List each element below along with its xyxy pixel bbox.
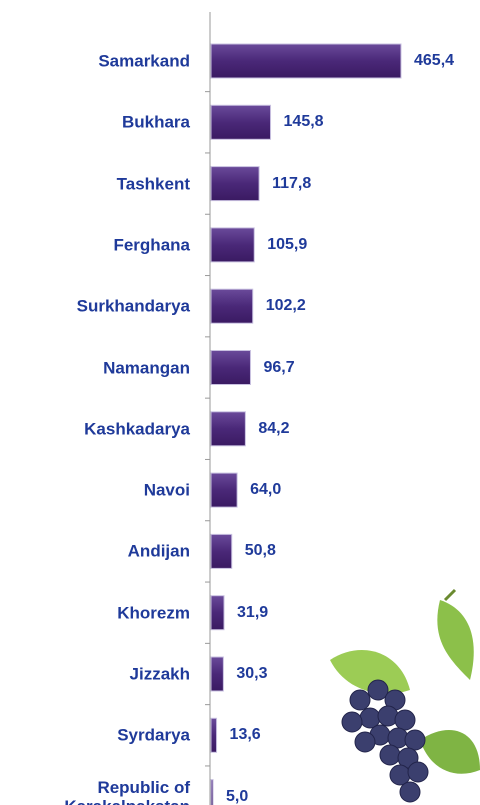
category-label: Syrdarya (117, 725, 190, 745)
value-label: 5,0 (226, 787, 249, 805)
bar (210, 656, 224, 692)
bar (210, 779, 214, 805)
bar (210, 717, 218, 753)
bar (210, 288, 254, 324)
grape (407, 761, 429, 783)
grape (354, 731, 376, 753)
bar (210, 472, 238, 508)
category-label: Andijan (127, 541, 190, 561)
category-label: Khorezm (117, 603, 190, 623)
bar (210, 104, 272, 140)
category-label: Namangan (103, 358, 190, 377)
value-label: 102,2 (265, 297, 306, 315)
bar (210, 43, 402, 79)
category-label: Samarkand (98, 51, 190, 71)
category-label: Kashkadarya (84, 419, 190, 439)
value-label: 145,8 (283, 113, 324, 131)
category-label: Surkhandarya (76, 296, 190, 316)
bar (210, 595, 225, 631)
bar (210, 533, 233, 569)
bar (210, 411, 246, 447)
value-label: 50,8 (244, 542, 276, 560)
grape (367, 679, 389, 701)
category-label: Ferghana (113, 235, 190, 255)
bar (210, 166, 260, 202)
bar (210, 227, 255, 263)
grapes-illustration (330, 588, 480, 774)
grape (404, 729, 426, 751)
category-label: Jizzakh (129, 664, 190, 684)
category-label: Navoi (143, 480, 190, 500)
grape (349, 689, 371, 711)
bar (210, 350, 251, 385)
grape (399, 781, 421, 803)
value-label: 64,0 (250, 481, 282, 499)
grape (394, 709, 416, 731)
grape (379, 744, 401, 766)
value-label: 13,6 (229, 726, 261, 744)
value-label: 96,7 (263, 358, 295, 376)
grape (341, 711, 363, 733)
value-label: 117,8 (272, 174, 312, 192)
category-label: Republic of Karakalpakstan (64, 777, 190, 805)
category-label: Tashkent (116, 174, 190, 194)
value-label: 465,4 (414, 52, 455, 69)
value-label: 84,2 (258, 419, 290, 437)
value-label: 105,9 (267, 235, 308, 253)
value-label: 31,9 (237, 603, 269, 621)
category-label: Bukhara (121, 112, 190, 132)
value-label: 30,3 (236, 665, 268, 682)
